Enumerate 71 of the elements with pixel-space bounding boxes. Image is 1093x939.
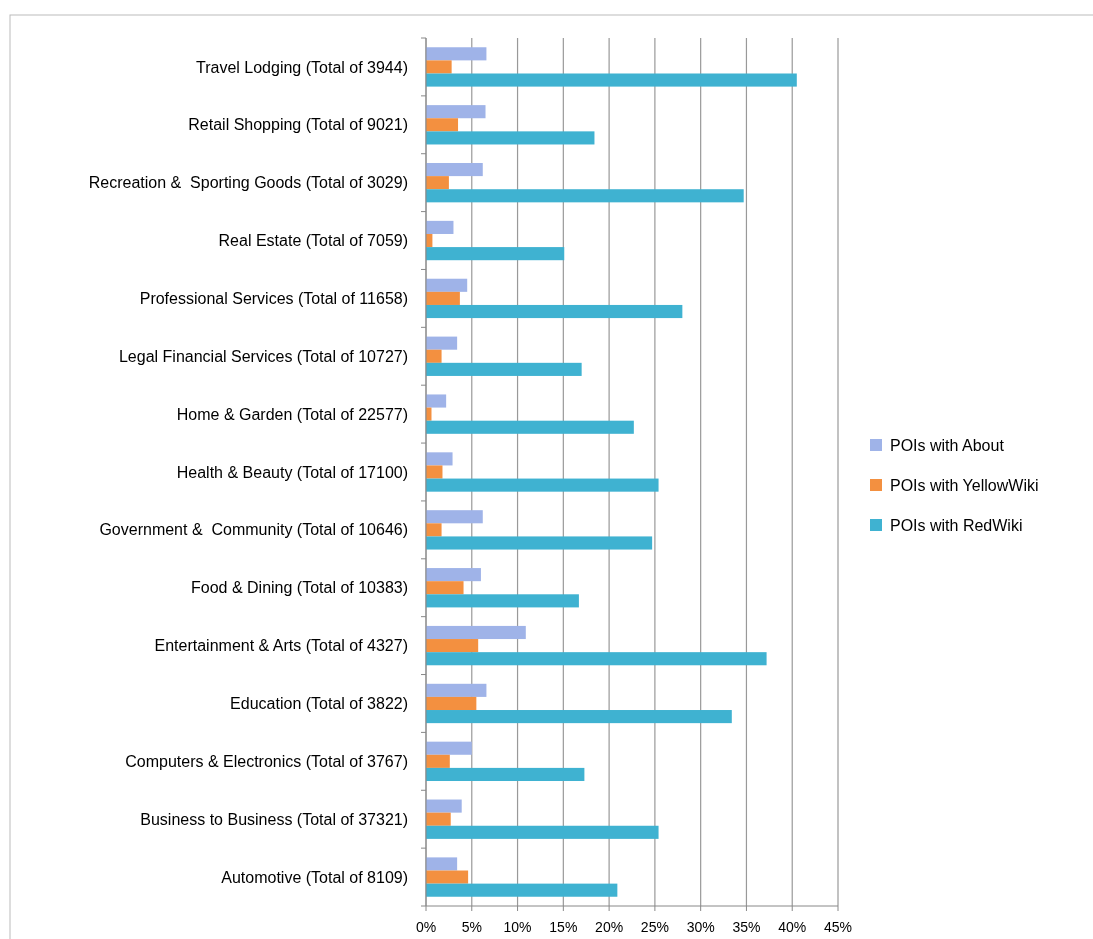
y-tick-label: Business to Business (Total of 37321) (140, 810, 408, 828)
y-tick-label: Food & Dining (Total of 10383) (190, 579, 408, 597)
y-tick-label: Travel Lodging (Total of 3944) (196, 58, 408, 76)
bar (426, 73, 797, 87)
y-tick-label: Entertainment & Arts (Total of 4327) (154, 637, 408, 655)
y-tick-label: Computers & Electronics (Total of 3767) (125, 752, 408, 770)
bar (426, 220, 454, 234)
y-tick-label: Automotive (Total of 8109) (221, 868, 408, 886)
bar (426, 478, 659, 492)
bar (426, 825, 659, 839)
y-tick-label: Real Estate (Total of 7059) (218, 232, 408, 250)
x-tick-label: 15% (549, 919, 578, 935)
bar (426, 639, 479, 653)
y-tick-label: Retail Shopping (Total of 9021) (188, 116, 408, 134)
bar (426, 336, 458, 350)
x-tick-label: 0% (415, 919, 437, 935)
bar (426, 812, 451, 826)
x-tick-label: 35% (732, 919, 761, 935)
bar (426, 394, 447, 408)
bar (426, 754, 450, 768)
bar (426, 594, 579, 608)
bar (426, 767, 585, 782)
y-tick-label: Government & Community (Total of 10646) (99, 521, 408, 539)
y-tick-label: Health & Beauty (Total of 17100) (176, 463, 408, 481)
x-tick-label: 5% (461, 919, 482, 935)
bar (426, 118, 459, 132)
bar (426, 278, 468, 292)
bar (426, 47, 487, 61)
x-tick-label: 45% (823, 919, 853, 935)
x-tick-label: 30% (686, 919, 715, 935)
legend-label: POIs with RedWiki (890, 516, 1023, 534)
y-tick-label: Legal Financial Services (Total of 10727) (118, 347, 408, 365)
bar (426, 131, 595, 145)
bar (426, 696, 477, 711)
x-tick-label: 40% (778, 919, 807, 935)
bar (426, 625, 526, 640)
x-tick-label: 20% (595, 919, 624, 935)
bar (426, 162, 483, 177)
bar (426, 568, 481, 582)
bar (426, 581, 464, 595)
bar (426, 536, 653, 550)
bar (426, 304, 683, 319)
x-tick-label: 25% (640, 919, 669, 935)
bar (426, 857, 458, 871)
bar (426, 291, 460, 305)
y-tick-label: Home & Garden (Total of 22577) (176, 405, 408, 423)
bar (426, 420, 634, 434)
y-tick-label: Professional Services (Total of 11658) (139, 290, 408, 307)
bar (426, 523, 442, 537)
bar (426, 799, 462, 813)
bar (426, 105, 486, 119)
bar (426, 741, 472, 755)
legend-label: POIs with About (890, 436, 1005, 454)
y-tick-label: Recreation & Sporting Goods (Total of 3029) (88, 174, 408, 192)
bar (426, 683, 487, 697)
bar (426, 465, 443, 479)
bar (426, 176, 449, 190)
bar (426, 60, 452, 74)
legend-label: POIs with YellowWiki (890, 476, 1039, 494)
bar (426, 510, 483, 524)
x-tick-label: 10% (503, 919, 532, 935)
bar (426, 247, 565, 261)
bar (426, 189, 744, 203)
bar (426, 349, 442, 363)
bar (426, 870, 469, 884)
bar (426, 362, 582, 376)
bar (426, 883, 618, 897)
bar (426, 710, 732, 724)
bar (426, 452, 453, 466)
bar (426, 652, 767, 666)
y-tick-label: Education (Total of 3822) (230, 695, 408, 713)
